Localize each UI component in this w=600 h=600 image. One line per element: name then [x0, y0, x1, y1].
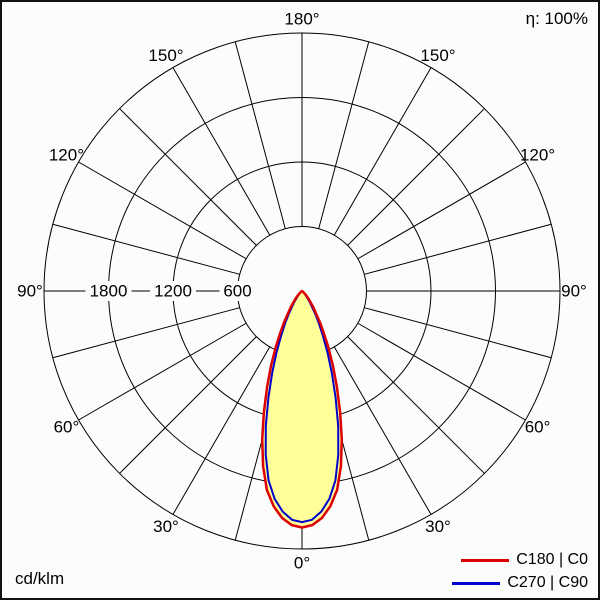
angle-labels: 0° 30° 30° 60° 60° 90° 90° 120° 120° 150° 150° 180°: [17, 10, 587, 573]
svg-text:60°: 60°: [54, 418, 80, 437]
legend-line-c90-swatch: [452, 581, 501, 585]
legend-item-c90: C270 | C90: [452, 574, 588, 592]
svg-text:150°: 150°: [148, 46, 183, 65]
efficiency-label: η: 100%: [525, 9, 588, 28]
grid-radial-lines: [44, 33, 560, 549]
svg-text:180°: 180°: [284, 10, 319, 29]
svg-text:0°: 0°: [294, 554, 310, 573]
svg-text:30°: 30°: [425, 517, 451, 536]
svg-text:150°: 150°: [420, 46, 455, 65]
legend-item-c0: C180 | C0: [452, 551, 588, 569]
legend-label-c0: C180 | C0: [516, 551, 588, 568]
curve-c180-c0: [260, 289, 344, 529]
svg-text:1800: 1800: [90, 282, 128, 301]
unit-label: cd/klm: [15, 569, 65, 588]
svg-text:90°: 90°: [17, 282, 43, 301]
legend-line-c0-swatch: [461, 558, 510, 562]
legend-label-c90: C270 | C90: [507, 574, 588, 591]
svg-text:90°: 90°: [561, 282, 587, 301]
ring-value-labels: 600 1200 1800: [85, 281, 256, 301]
svg-text:600: 600: [223, 282, 251, 301]
svg-text:120°: 120°: [49, 146, 84, 165]
svg-text:120°: 120°: [520, 146, 555, 165]
svg-text:30°: 30°: [153, 517, 179, 536]
svg-text:60°: 60°: [525, 418, 551, 437]
legend: C180 | C0 C270 | C90: [452, 551, 588, 592]
svg-text:1200: 1200: [154, 282, 192, 301]
intensity-lobe-fill: [262, 291, 342, 528]
